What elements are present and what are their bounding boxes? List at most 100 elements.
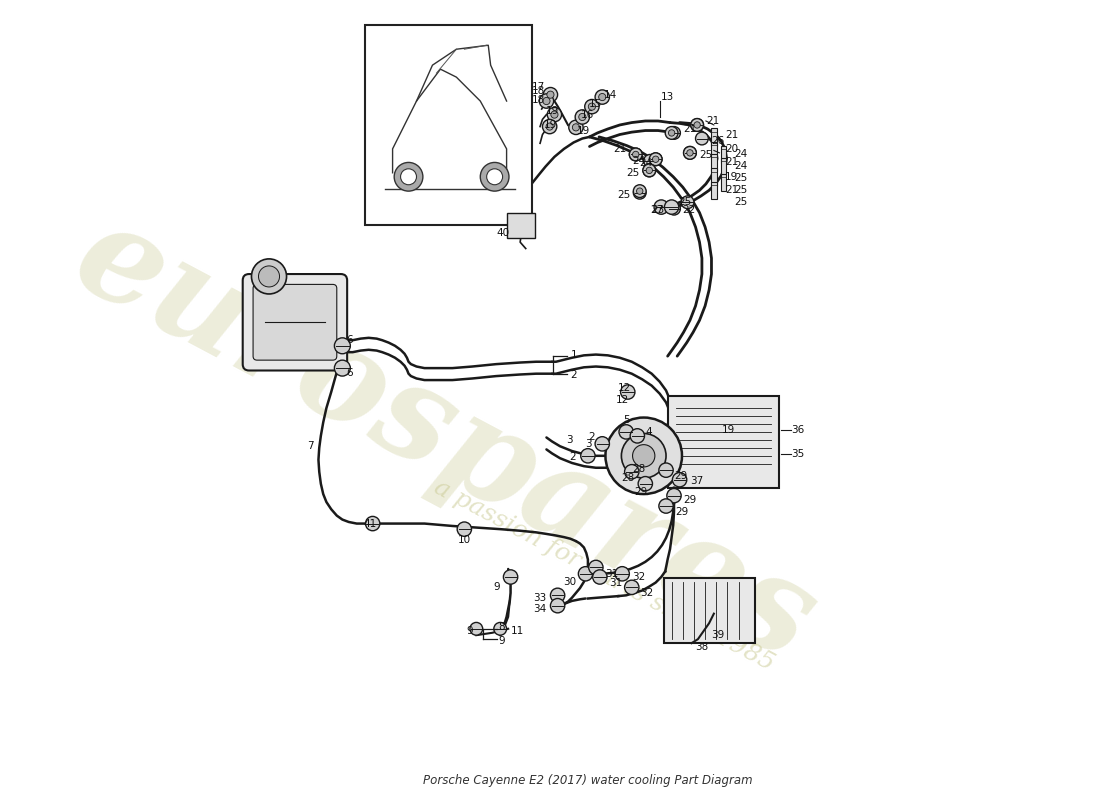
Circle shape (632, 151, 639, 158)
Text: 6: 6 (346, 335, 353, 346)
Circle shape (694, 122, 701, 128)
Circle shape (683, 146, 696, 159)
Circle shape (672, 473, 686, 487)
Text: 19: 19 (725, 172, 738, 182)
Circle shape (581, 449, 595, 463)
Text: 2: 2 (587, 433, 594, 442)
Circle shape (649, 153, 662, 166)
Text: 25: 25 (734, 186, 747, 195)
Circle shape (595, 437, 609, 451)
Text: 23: 23 (651, 206, 664, 215)
Circle shape (585, 99, 600, 114)
Text: 12: 12 (618, 383, 631, 393)
Text: 12: 12 (616, 395, 629, 405)
Bar (711, 128, 717, 146)
Circle shape (543, 98, 550, 105)
Circle shape (481, 162, 509, 191)
Text: 29: 29 (634, 486, 648, 497)
Circle shape (470, 622, 483, 635)
Text: 8: 8 (498, 622, 505, 632)
Text: 27: 27 (650, 206, 663, 215)
Circle shape (543, 87, 558, 102)
Text: 9: 9 (494, 582, 501, 592)
Circle shape (252, 259, 287, 294)
Text: 28: 28 (631, 464, 645, 474)
Circle shape (629, 148, 642, 161)
Text: 34: 34 (534, 604, 547, 614)
Text: 28: 28 (621, 473, 635, 483)
Circle shape (579, 566, 593, 581)
Circle shape (668, 126, 681, 139)
Circle shape (630, 429, 645, 443)
Bar (720, 146, 726, 163)
Text: 10: 10 (458, 534, 471, 545)
Circle shape (683, 146, 696, 159)
Text: 29: 29 (675, 506, 689, 517)
Text: 18: 18 (532, 86, 546, 97)
Circle shape (621, 434, 665, 478)
Text: 19: 19 (546, 106, 559, 117)
Text: 14: 14 (604, 90, 617, 100)
Text: 9: 9 (466, 626, 473, 636)
Circle shape (667, 489, 681, 503)
Text: 21: 21 (613, 144, 626, 154)
Text: 13: 13 (661, 92, 674, 102)
Text: 25: 25 (700, 150, 713, 160)
Circle shape (634, 186, 646, 199)
Text: 25: 25 (678, 198, 691, 207)
Circle shape (547, 91, 554, 98)
Text: 19: 19 (543, 120, 557, 130)
Text: 38: 38 (695, 642, 708, 652)
Text: 19: 19 (578, 126, 591, 135)
Bar (711, 168, 717, 186)
Circle shape (646, 167, 652, 174)
Circle shape (619, 425, 634, 439)
Text: 1: 1 (571, 350, 578, 359)
Bar (711, 142, 717, 159)
Text: eurospares: eurospares (53, 191, 836, 689)
Circle shape (539, 94, 553, 108)
Text: 3: 3 (585, 439, 592, 449)
Circle shape (588, 103, 595, 110)
Circle shape (579, 114, 586, 121)
Text: 24: 24 (734, 162, 747, 171)
Text: a passion for parts since 1985: a passion for parts since 1985 (430, 475, 778, 675)
Circle shape (637, 188, 642, 194)
Text: 29: 29 (674, 470, 688, 481)
Text: 30: 30 (563, 577, 576, 586)
Text: 2: 2 (570, 452, 576, 462)
Text: 25: 25 (734, 174, 747, 183)
Circle shape (649, 153, 662, 166)
Text: 2: 2 (571, 370, 578, 380)
Text: 24: 24 (734, 150, 747, 159)
Text: 31: 31 (609, 578, 623, 588)
Bar (720, 158, 726, 175)
Circle shape (334, 338, 350, 354)
Bar (668, 396, 779, 488)
Circle shape (588, 560, 603, 574)
Circle shape (642, 164, 656, 177)
Circle shape (547, 107, 562, 122)
Text: 5: 5 (623, 415, 629, 425)
Text: 6: 6 (346, 368, 353, 378)
Circle shape (504, 570, 518, 584)
Text: 3: 3 (566, 435, 573, 445)
Circle shape (546, 123, 553, 130)
Text: 25: 25 (617, 190, 630, 200)
Circle shape (642, 164, 656, 177)
Text: 26: 26 (712, 136, 725, 146)
Circle shape (394, 162, 422, 191)
Circle shape (669, 130, 674, 136)
Circle shape (486, 169, 503, 185)
FancyBboxPatch shape (507, 213, 536, 238)
Text: 15: 15 (590, 99, 603, 110)
Text: 20: 20 (725, 144, 738, 154)
Circle shape (629, 148, 642, 161)
Circle shape (625, 580, 639, 594)
Circle shape (644, 154, 657, 167)
Circle shape (695, 132, 708, 145)
Text: 24: 24 (632, 156, 646, 166)
Circle shape (458, 522, 472, 536)
Circle shape (551, 111, 558, 118)
Circle shape (605, 418, 682, 494)
